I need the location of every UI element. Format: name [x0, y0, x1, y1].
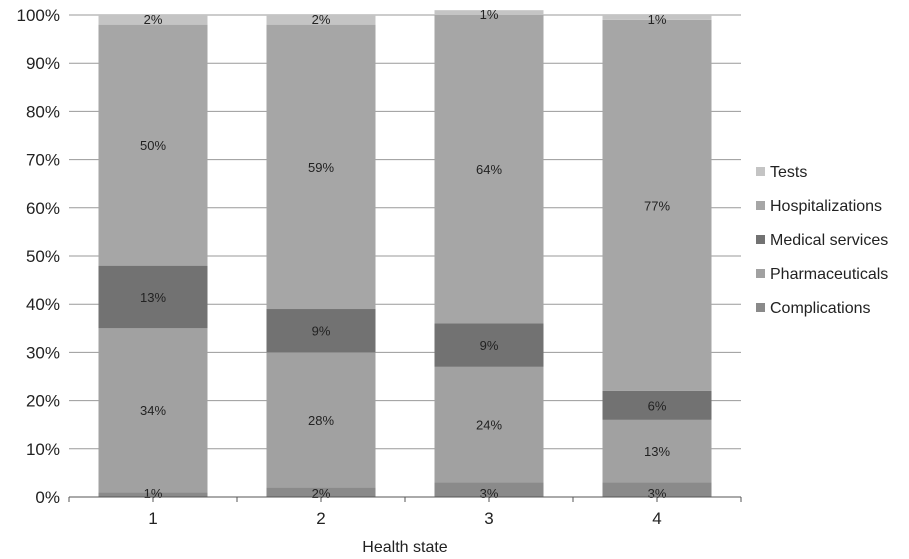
- legend-swatch: [756, 303, 765, 312]
- bar-segment-complications: [434, 482, 544, 497]
- legend-swatch: [756, 269, 765, 278]
- legend: Tests Hospitalizations Medical services Pha…: [756, 164, 888, 317]
- data-label: 6%: [648, 398, 667, 413]
- y-tick-label: 70%: [26, 151, 60, 170]
- data-label: 9%: [312, 324, 331, 339]
- bar-segment-complications: [602, 482, 712, 497]
- y-tick-label: 30%: [26, 343, 60, 362]
- legend-label: Tests: [770, 164, 807, 181]
- data-labels: 1%34%13%50%2%2%28%9%59%2%3%24%9%64%1%3%1…: [140, 7, 670, 501]
- bar-segment-pharmaceuticals: [602, 419, 712, 483]
- data-label: 77%: [644, 198, 670, 213]
- y-tick-label: 10%: [26, 440, 60, 459]
- data-label: 13%: [644, 444, 670, 459]
- bar-segment-pharmaceuticals: [266, 352, 376, 488]
- bar-segment-pharmaceuticals: [434, 366, 544, 483]
- x-tick-label: 2: [316, 509, 325, 528]
- bar-segment-hospitalizations: [98, 24, 208, 266]
- bar-segment-medical-services: [98, 265, 208, 329]
- bar-segment-complications: [98, 492, 208, 497]
- y-tick-label: 80%: [26, 102, 60, 121]
- x-tick-label: 1: [148, 509, 157, 528]
- legend-label: Hospitalizations: [770, 198, 882, 215]
- legend-swatch: [756, 167, 765, 176]
- y-tick-label: 90%: [26, 54, 60, 73]
- legend-label: Medical services: [770, 232, 888, 249]
- data-label: 24%: [476, 418, 502, 433]
- x-axis-title: Health state: [362, 539, 447, 556]
- bar-segment-medical-services: [266, 309, 376, 353]
- data-label: 28%: [308, 413, 334, 428]
- y-tick-label: 0%: [35, 488, 60, 507]
- data-label: 50%: [140, 138, 166, 153]
- data-label: 13%: [140, 290, 166, 305]
- x-tick-label: 3: [484, 509, 493, 528]
- data-label: 64%: [476, 162, 502, 177]
- x-axis-ticks: 1 2 3 4: [68, 497, 742, 528]
- y-tick-label: 20%: [26, 392, 60, 411]
- data-label: 2%: [312, 12, 331, 27]
- y-axis-ticks: 0% 10% 20% 30% 40% 50% 60% 70% 80% 90% 100%: [17, 6, 60, 507]
- x-tick-label: 4: [652, 509, 661, 528]
- data-label: 34%: [140, 403, 166, 418]
- bar-segment-medical-services: [434, 323, 544, 367]
- bar-segment-medical-services: [602, 390, 712, 420]
- bar-segment-tests: [434, 10, 544, 15]
- data-label: 2%: [144, 12, 163, 27]
- bar-segment-tests: [602, 15, 712, 20]
- bar-segment-tests: [266, 15, 376, 25]
- y-tick-label: 100%: [17, 6, 60, 25]
- bar-segment-tests: [98, 15, 208, 25]
- bar-segment-complications: [266, 487, 376, 497]
- bar-segment-hospitalizations: [266, 24, 376, 310]
- data-label: 1%: [480, 7, 499, 22]
- legend-swatch: [756, 235, 765, 244]
- bar-segment-pharmaceuticals: [98, 328, 208, 493]
- y-tick-label: 40%: [26, 295, 60, 314]
- bar-segment-hospitalizations: [434, 15, 544, 324]
- data-label: 1%: [648, 12, 667, 27]
- legend-label: Pharmaceuticals: [770, 266, 888, 283]
- legend-swatch: [756, 201, 765, 210]
- bar-segment-hospitalizations: [602, 19, 712, 391]
- y-tick-label: 50%: [26, 247, 60, 266]
- legend-label: Complications: [770, 300, 870, 317]
- data-label: 59%: [308, 160, 334, 175]
- bars: [98, 10, 712, 497]
- data-label: 9%: [480, 338, 499, 353]
- y-tick-label: 60%: [26, 199, 60, 218]
